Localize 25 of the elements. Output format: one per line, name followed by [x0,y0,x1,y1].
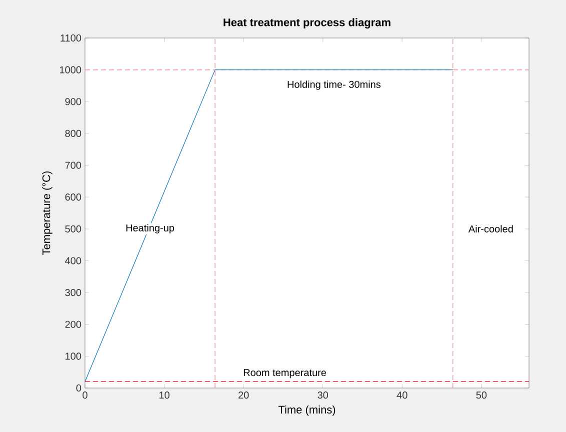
y-tick-label: 1000 [60,66,82,74]
y-axis-title: Temperature (°C) [42,171,52,255]
x-tick-label: 0 [82,392,88,399]
y-tick-label: 100 [66,352,82,360]
x-tick-label: 40 [396,392,408,399]
x-tick-label: 50 [476,392,487,399]
x-tick-label: 30 [318,392,328,399]
annotation: Heating-up [126,224,174,234]
x-tick-label: 20 [238,392,249,399]
annotation: Holding time- 30mins [288,80,381,90]
y-tick-label: 0 [76,384,82,392]
x-axis-title: Time (mins) [278,405,336,416]
y-tick-label: 600 [65,194,82,201]
y-tick-label: 200 [65,320,82,328]
y-tick-label: 500 [65,225,82,232]
x-tick-label: 10 [159,392,170,399]
y-tick-label: 800 [65,130,82,137]
annotation: Air-cooled [468,225,513,232]
y-tick-label: 900 [65,98,82,106]
ref-line-label: Room temperature [244,369,326,378]
y-tick-label: 1100 [60,34,82,42]
y-tick-label: 300 [65,289,82,296]
chart-title: Heat treatment process diagram [224,18,390,28]
y-tick-label: 700 [65,162,82,169]
y-tick-label: 400 [65,257,82,264]
